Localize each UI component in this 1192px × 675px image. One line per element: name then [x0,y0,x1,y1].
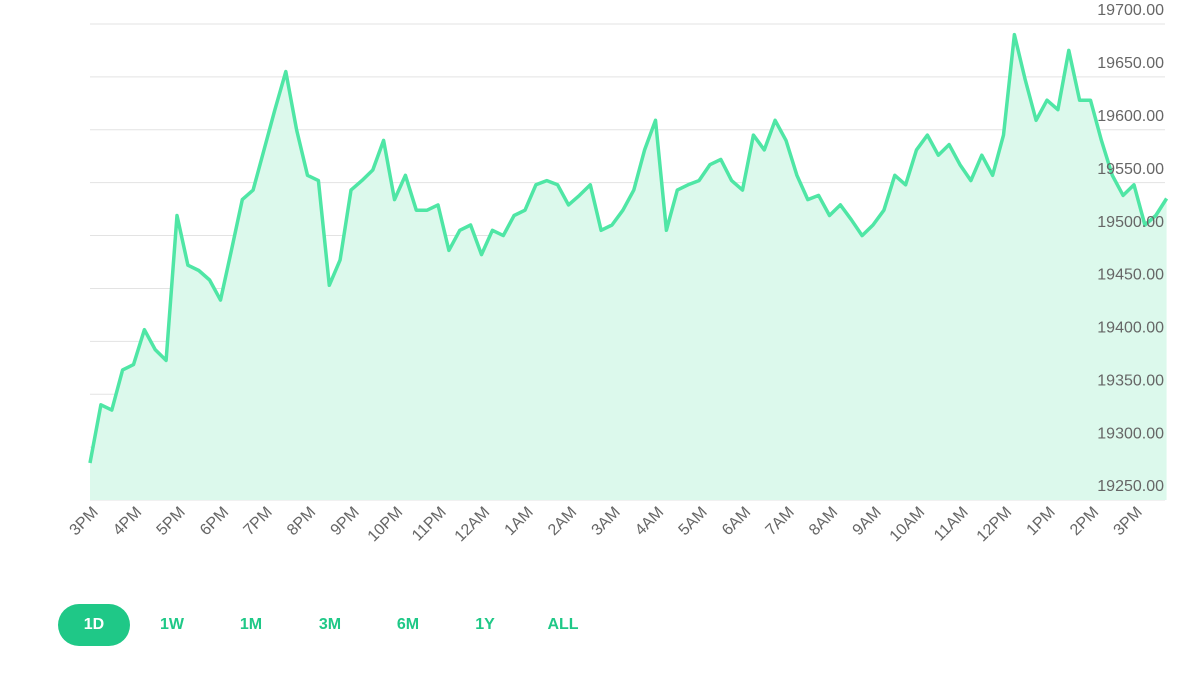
x-tick-label: 5PM [154,504,189,539]
x-tick-label: 9PM [328,504,363,539]
y-tick-label: 19650.00 [1097,55,1164,72]
x-tick-label: 1AM [502,504,537,539]
x-tick-label: 12PM [974,504,1016,546]
price-line [88,32,1169,464]
x-tick-label: 11PM [409,504,450,545]
y-tick-label: 19550.00 [1097,161,1164,178]
x-tick-label: 3AM [589,504,624,539]
y-tick-label: 19250.00 [1097,478,1164,495]
x-tick-label: 11AM [931,504,972,545]
x-tick-label: 8PM [284,504,319,539]
x-tick-label: 12AM [452,504,494,546]
range-button[interactable]: 1Y [475,616,495,633]
x-tick-label: 1PM [1024,504,1059,539]
range-button[interactable]: ALL [547,616,579,633]
x-tick-label: 6AM [719,504,754,539]
x-tick-label: 10AM [887,504,929,546]
x-tick-label: 3PM [67,504,102,539]
range-button[interactable]: 6M [396,616,420,633]
x-tick-label: 10PM [365,504,407,546]
x-tick-label: 8AM [806,504,841,539]
area-fill [90,34,1167,500]
y-tick-label: 19500.00 [1097,214,1164,231]
x-tick-label: 6PM [197,504,232,539]
y-tick-label: 19350.00 [1097,372,1164,389]
y-tick-label: 19450.00 [1097,267,1164,284]
chart: 19250.00 19300.00 19350.00 19400.00 19450.00… [67,2,1169,546]
y-tick-label: 19400.00 [1097,320,1164,337]
x-tick-label: 2PM [1067,504,1102,539]
range-button[interactable]: 1M [239,616,263,633]
y-tick-label: 19600.00 [1097,108,1164,125]
y-tick-label: 19300.00 [1097,425,1164,442]
x-tick-label: 7AM [763,504,798,539]
range-button[interactable]: 1W [160,616,184,633]
x-tick-label: 9AM [850,504,885,539]
x-tick-label: 7PM [241,504,276,539]
range-button[interactable]: 1D [58,604,130,646]
x-tick-label: 3PM [1111,504,1146,539]
x-tick-label: 2AM [545,504,580,539]
x-tick-label: 4PM [110,504,145,539]
y-tick-label: 19700.00 [1097,2,1164,19]
x-tick-label: 4AM [632,504,667,539]
x-tick-label: 5AM [676,504,711,539]
range-button[interactable]: 3M [318,616,342,633]
